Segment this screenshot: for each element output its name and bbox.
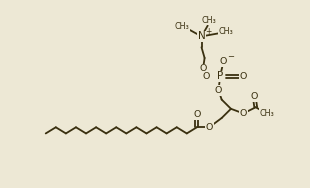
Text: O: O bbox=[240, 109, 247, 118]
Text: O: O bbox=[240, 72, 247, 81]
Text: −: − bbox=[227, 52, 234, 61]
Text: O: O bbox=[250, 92, 258, 101]
Text: O: O bbox=[193, 111, 201, 119]
Text: O: O bbox=[219, 57, 227, 66]
Text: O: O bbox=[215, 86, 222, 95]
Text: P: P bbox=[217, 71, 223, 81]
Text: CH₃: CH₃ bbox=[259, 109, 274, 118]
Text: CH₃: CH₃ bbox=[175, 22, 189, 31]
Text: CH₃: CH₃ bbox=[219, 27, 234, 36]
Text: O: O bbox=[199, 64, 207, 73]
Text: CH₃: CH₃ bbox=[202, 16, 217, 25]
Text: O: O bbox=[206, 123, 213, 132]
Text: O: O bbox=[202, 72, 210, 81]
Text: N: N bbox=[198, 31, 205, 41]
Text: +: + bbox=[205, 27, 212, 36]
